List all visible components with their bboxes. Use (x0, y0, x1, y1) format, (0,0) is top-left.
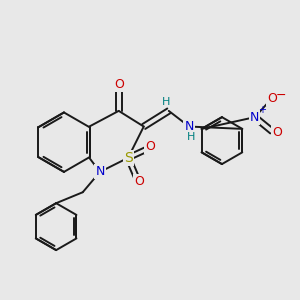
Text: +: + (258, 105, 266, 115)
Text: H: H (161, 97, 170, 106)
Text: −: − (275, 89, 286, 102)
Text: N: N (184, 120, 194, 133)
Text: O: O (272, 126, 282, 139)
Text: N: N (95, 165, 105, 178)
Text: H: H (187, 133, 195, 142)
Text: N: N (250, 111, 260, 124)
Text: O: O (114, 78, 124, 91)
Text: O: O (145, 140, 155, 153)
Text: S: S (124, 151, 133, 165)
Text: O: O (134, 175, 144, 188)
Text: O: O (267, 92, 277, 105)
